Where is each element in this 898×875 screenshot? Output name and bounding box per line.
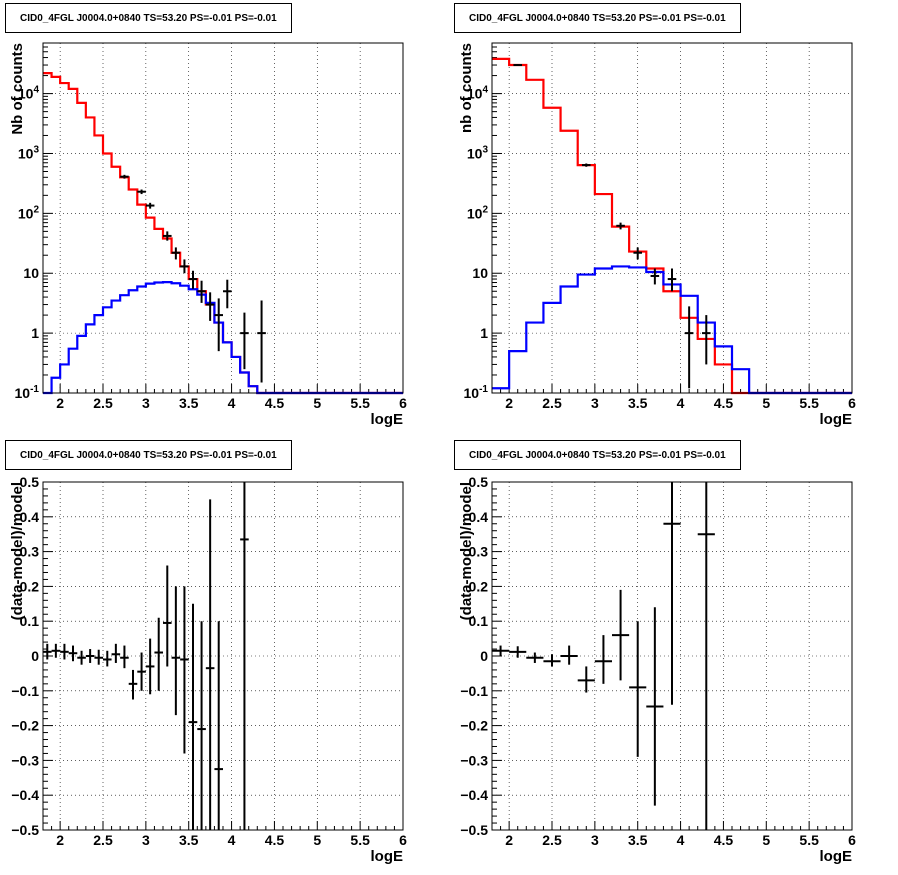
panel-title: CID0_4FGL J0004.0+0840 TS=53.20 PS=-0.01… bbox=[5, 3, 292, 33]
x-tick-label: 5 bbox=[313, 832, 321, 848]
counts-panel-right: 2 2.5 3 3.5 4 4.5 5 5.5 6 10-1 1 10 102 103 104 logE nb … bbox=[449, 0, 898, 437]
x-tick-label: 5 bbox=[313, 395, 321, 411]
y-tick-label: 102 bbox=[467, 204, 489, 221]
x-tick-label: 6 bbox=[848, 832, 856, 848]
y-tick-label: 103 bbox=[18, 144, 40, 161]
x-tick-label: 5 bbox=[762, 395, 770, 411]
y-tick-label: −0.4 bbox=[460, 787, 488, 803]
residual-panel-left: 2 2.5 3 3.5 4 4.5 5 5.5 6 −0.5 −0.4 −0.3 −0.2 −0.1 0 0.… bbox=[0, 437, 449, 874]
x-tick-label: 2 bbox=[505, 395, 513, 411]
y-tick-label: 0.5 bbox=[20, 474, 40, 490]
x-tick-label: 4 bbox=[677, 832, 685, 848]
y-tick-label: 0.4 bbox=[20, 509, 40, 525]
panel-title: CID0_4FGL J0004.0+0840 TS=53.20 PS=-0.01… bbox=[454, 3, 741, 33]
y-tick-label: 0.4 bbox=[469, 509, 489, 525]
y-tick-label: 0.1 bbox=[20, 613, 40, 629]
x-tick-label: 3 bbox=[142, 832, 150, 848]
x-axis-title: logE bbox=[820, 411, 853, 428]
residual-chart-left: 2 2.5 3 3.5 4 4.5 5 5.5 6 −0.5 −0.4 −0.3 −0.2 −0.1 0 0.… bbox=[9, 474, 407, 865]
x-tick-label: 2.5 bbox=[542, 395, 562, 411]
total_model-histogram bbox=[43, 71, 403, 395]
x-axis-title: logE bbox=[820, 848, 853, 865]
y-tick-label: 0.2 bbox=[469, 578, 489, 594]
y-tick-label: 10-1 bbox=[15, 384, 40, 401]
x-tick-label: 2 bbox=[56, 395, 64, 411]
residual-panel-right: 2 2.5 3 3.5 4 4.5 5 5.5 6 −0.5 −0.4 −0.3 −0.2 −0.1 0 0.… bbox=[449, 437, 898, 874]
counts-chart-right: 2 2.5 3 3.5 4 4.5 5 5.5 610-1110102103104logEnb … bbox=[458, 42, 856, 428]
y-tick-label: 0.1 bbox=[469, 613, 489, 629]
y-tick-label: 0 bbox=[31, 648, 39, 664]
x-tick-label: 2.5 bbox=[542, 832, 562, 848]
y-axis-title: (data-model)/model bbox=[458, 482, 475, 620]
x-axis-title: logE bbox=[371, 848, 404, 865]
x-tick-label: 4.5 bbox=[265, 395, 285, 411]
x-tick-label: 3.5 bbox=[628, 832, 648, 848]
x-tick-label: 4.5 bbox=[714, 832, 734, 848]
y-tick-label: 10-1 bbox=[464, 384, 489, 401]
y-tick-label: −0.3 bbox=[460, 752, 488, 768]
y-axis-title: nb of counts bbox=[458, 43, 475, 133]
y-tick-label: −0.2 bbox=[460, 718, 488, 734]
y-tick-label: 0.3 bbox=[469, 544, 489, 560]
y-tick-label: −0.2 bbox=[11, 718, 39, 734]
plot-frame bbox=[42, 481, 404, 831]
y-tick-label: 1 bbox=[31, 325, 39, 341]
x-tick-label: 2 bbox=[505, 832, 513, 848]
x-tick-label: 4 bbox=[228, 395, 236, 411]
residual-chart-right: 2 2.5 3 3.5 4 4.5 5 5.5 6 −0.5 −0.4 −0.3 −0.2 −0.1 0 0.… bbox=[458, 474, 856, 865]
y-tick-label: 0.5 bbox=[469, 474, 489, 490]
counts-panel-left: 2 2.5 3 3.5 4 4.5 5 5.5 6 10-1 1 10 102 103 104 logE Nb … bbox=[0, 0, 449, 437]
x-tick-label: 5.5 bbox=[350, 832, 370, 848]
y-axis-title: Nb of counts bbox=[9, 43, 26, 135]
x-tick-label: 3 bbox=[591, 832, 599, 848]
panel-title: CID0_4FGL J0004.0+0840 TS=53.20 PS=-0.01… bbox=[454, 440, 741, 470]
x-tick-label: 4.5 bbox=[714, 395, 734, 411]
x-tick-label: 5.5 bbox=[799, 832, 819, 848]
x-tick-label: 3.5 bbox=[628, 395, 648, 411]
y-tick-label: 0 bbox=[480, 648, 488, 664]
x-tick-label: 2 bbox=[56, 832, 64, 848]
x-tick-label: 4 bbox=[228, 832, 236, 848]
y-tick-label: 0.3 bbox=[20, 544, 40, 560]
y-tick-label: −0.5 bbox=[460, 822, 488, 838]
y-tick-label: 103 bbox=[467, 144, 489, 161]
x-tick-label: 3 bbox=[142, 395, 150, 411]
x-tick-label: 6 bbox=[399, 395, 407, 411]
x-tick-label: 4 bbox=[677, 395, 685, 411]
x-tick-label: 2.5 bbox=[93, 832, 113, 848]
x-tick-label: 3 bbox=[591, 395, 599, 411]
y-tick-label: −0.3 bbox=[11, 752, 39, 768]
total_model-histogram bbox=[492, 57, 852, 395]
x-tick-label: 2.5 bbox=[93, 395, 113, 411]
y-tick-label: 10 bbox=[23, 265, 39, 281]
plot-frame bbox=[491, 481, 853, 831]
x-tick-label: 6 bbox=[399, 832, 407, 848]
source_model-histogram bbox=[43, 281, 403, 395]
y-tick-label: 10 bbox=[472, 265, 488, 281]
y-tick-label: −0.1 bbox=[460, 683, 488, 699]
y-axis-title: (data-model)/model bbox=[9, 482, 26, 620]
x-tick-label: 3.5 bbox=[179, 832, 199, 848]
y-tick-label: 0.2 bbox=[20, 578, 40, 594]
x-tick-label: 5.5 bbox=[350, 395, 370, 411]
y-tick-label: 102 bbox=[18, 204, 40, 221]
plot-frame bbox=[491, 42, 853, 394]
plot-frame bbox=[42, 42, 404, 394]
x-tick-label: 4.5 bbox=[265, 832, 285, 848]
x-tick-label: 3.5 bbox=[179, 395, 199, 411]
y-tick-label: −0.5 bbox=[11, 822, 39, 838]
panel-title: CID0_4FGL J0004.0+0840 TS=53.20 PS=-0.01… bbox=[5, 440, 292, 470]
y-tick-label: −0.1 bbox=[11, 683, 39, 699]
counts-chart-left: 2 2.5 3 3.5 4 4.5 5 5.5 610-1110102103104logENb … bbox=[9, 42, 407, 428]
x-tick-label: 6 bbox=[848, 395, 856, 411]
x-tick-label: 5.5 bbox=[799, 395, 819, 411]
x-axis-title: logE bbox=[371, 411, 404, 428]
y-tick-label: −0.4 bbox=[11, 787, 39, 803]
x-tick-label: 5 bbox=[762, 832, 770, 848]
y-tick-label: 1 bbox=[480, 325, 488, 341]
